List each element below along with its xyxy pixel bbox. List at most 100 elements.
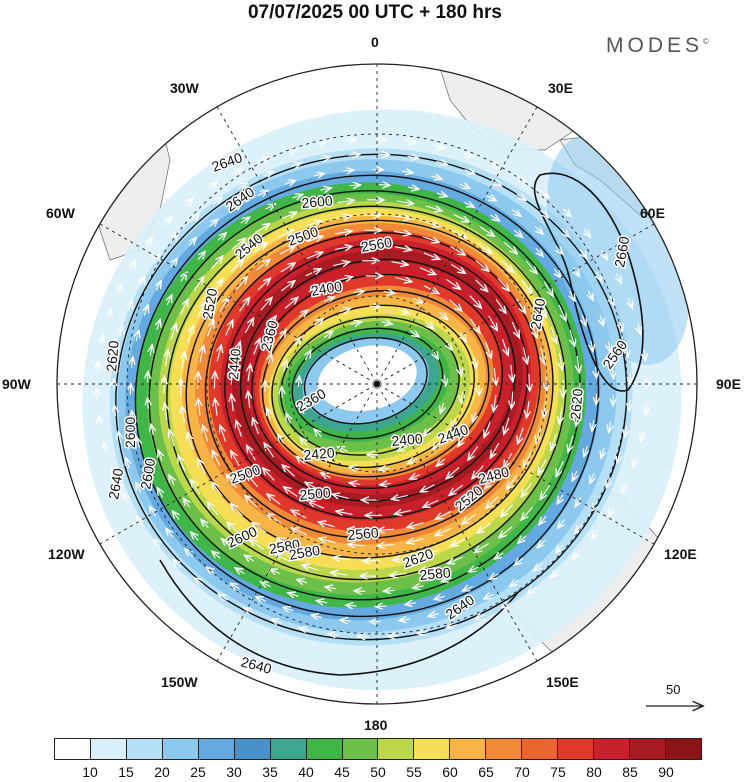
wind-vector: [378, 529, 395, 530]
wind-vector: [439, 311, 447, 319]
wind-vector: [306, 237, 322, 243]
wind-vector: [295, 338, 301, 347]
colorbar-label: 60: [442, 764, 458, 780]
wind-vector: [538, 539, 546, 547]
wind-vector: [504, 241, 516, 253]
wind-vector: [395, 278, 411, 282]
wind-vector: [425, 205, 441, 211]
wind-vector: [212, 280, 223, 294]
colorbar-cell: [450, 739, 487, 759]
wind-vector: [576, 523, 582, 532]
wind-vector: [529, 373, 530, 390]
contour-label: 2600: [301, 192, 334, 211]
wind-vector: [332, 262, 349, 266]
wind-vector: [329, 634, 340, 635]
wind-vector: [476, 615, 486, 619]
map-disk: [57, 64, 697, 704]
map-boundary: [56, 63, 698, 705]
wind-vector: [560, 407, 563, 423]
wind-vector: [170, 325, 176, 341]
wind-vector: [237, 184, 247, 189]
wind-vector: [236, 422, 241, 437]
wind-vector: [641, 430, 643, 441]
wind-vector: [298, 580, 308, 583]
wind-vector: [562, 228, 569, 237]
wind-vector: [541, 484, 551, 498]
wind-vector: [558, 494, 563, 503]
wind-vector: [198, 400, 200, 416]
wind-vector: [217, 346, 221, 362]
wind-vector: [355, 591, 366, 592]
colorbar-cell: [486, 739, 523, 759]
wind-vector: [268, 409, 271, 419]
contour-label: 2620: [567, 388, 586, 421]
wind-vector: [257, 597, 267, 601]
wind-vector: [511, 321, 519, 337]
wind-vector: [115, 406, 116, 417]
wind-vector: [234, 343, 240, 359]
colorbar-cell: [378, 739, 415, 759]
wind-vector: [479, 226, 493, 236]
wind-vector: [265, 444, 275, 458]
wind-vector: [350, 467, 360, 469]
wind-vector: [395, 510, 412, 514]
wind-vector: [308, 285, 323, 293]
wind-vector: [248, 365, 250, 382]
wind-vector: [485, 341, 492, 357]
wind-vector: [491, 442, 500, 457]
wind-vector: [380, 468, 390, 469]
wind-vector: [209, 220, 218, 227]
wind-vector: [154, 255, 160, 264]
wind-vector: [263, 469, 275, 481]
wind-vector: [461, 391, 462, 402]
wind-vector: [220, 426, 225, 442]
wind-vector: [137, 438, 140, 448]
contour-label: 2420: [303, 444, 336, 463]
wind-vector: [258, 157, 268, 161]
wind-vector: [130, 261, 135, 270]
brand-text: MODES: [606, 34, 704, 57]
colorbar-cell: [594, 739, 630, 759]
wind-vector: [507, 475, 518, 489]
wind-vector: [147, 372, 148, 383]
wind-vector: [629, 399, 630, 410]
wind-vector: [450, 246, 465, 255]
wind-vector: [253, 340, 260, 355]
wind-vector: [197, 302, 205, 317]
wind-vector: [350, 483, 361, 485]
wind-vector: [606, 477, 610, 487]
wind-vector: [490, 574, 499, 579]
wind-vector: [280, 213, 296, 220]
wind-vector: [253, 523, 267, 533]
wind-vector: [333, 495, 349, 499]
wind-vector: [332, 573, 348, 576]
colorbar-label: 80: [586, 764, 602, 780]
colorbar-cell: [342, 739, 379, 759]
wind-vector: [522, 482, 532, 496]
wind-vector: [150, 507, 155, 516]
wind-vector: [290, 163, 301, 166]
wind-vector: [225, 321, 233, 336]
wind-vector: [280, 330, 286, 339]
wind-vector: [173, 512, 179, 521]
wind-vector: [418, 632, 429, 634]
wind-vector: [140, 277, 145, 287]
wind-vector: [289, 593, 299, 596]
wind-vector: [469, 295, 481, 308]
wind-vector: [335, 277, 352, 281]
wind-vector: [284, 361, 287, 371]
contour-label: 2580: [288, 542, 322, 563]
wind-vector: [231, 239, 244, 250]
longitude-label-0: 0: [371, 34, 379, 50]
wind-vector: [257, 279, 270, 291]
colorbar-cell: [126, 739, 163, 759]
wind-vector: [451, 229, 466, 237]
wind-vector: [487, 496, 499, 508]
wind-vector: [613, 367, 614, 378]
wind-vector: [231, 395, 233, 412]
wind-vector: [319, 157, 330, 159]
wind-vector: [146, 238, 152, 247]
wind-vector: [475, 279, 488, 291]
wind-vector: [541, 347, 544, 363]
wind-vector: [425, 321, 433, 328]
